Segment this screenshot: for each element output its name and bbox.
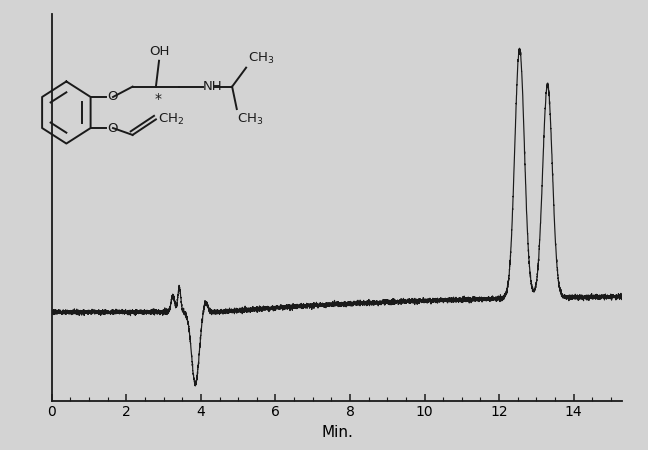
Text: CH$_3$: CH$_3$ <box>237 112 263 126</box>
Text: CH$_3$: CH$_3$ <box>248 51 274 66</box>
Text: *: * <box>155 92 162 106</box>
Text: O: O <box>108 122 118 135</box>
Text: NH: NH <box>203 80 222 93</box>
Text: O: O <box>108 90 118 104</box>
X-axis label: Min.: Min. <box>321 425 353 440</box>
Text: OH: OH <box>149 45 169 58</box>
Text: CH$_2$: CH$_2$ <box>158 112 185 127</box>
